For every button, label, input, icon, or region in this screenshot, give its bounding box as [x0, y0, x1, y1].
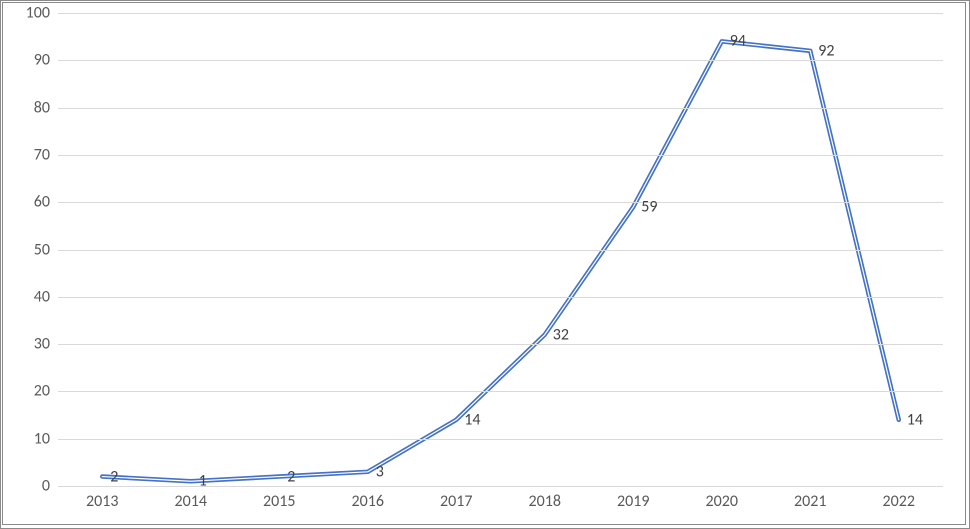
gridline	[58, 297, 943, 298]
data-label: 14	[907, 410, 923, 429]
y-tick-label: 50	[34, 240, 58, 259]
x-tick-label: 2021	[794, 486, 826, 511]
data-label: 92	[818, 41, 834, 60]
x-tick-label: 2017	[440, 486, 472, 511]
y-tick-label: 30	[34, 335, 58, 354]
y-tick-label: 10	[34, 429, 58, 448]
data-label: 14	[464, 410, 480, 429]
data-label: 1	[199, 472, 207, 491]
chart-inner-border: BIA-ALCL DIAGNOSIS 010203040506070809010…	[2, 2, 966, 525]
y-tick-label: 40	[34, 287, 58, 306]
y-tick-label: 90	[34, 51, 58, 70]
gridline	[58, 391, 943, 392]
data-label: 32	[553, 325, 569, 344]
y-tick-label: 100	[26, 4, 58, 23]
x-tick-label: 2015	[263, 486, 295, 511]
x-tick-label: 2013	[86, 486, 118, 511]
gridline	[58, 344, 943, 345]
y-tick-label: 70	[34, 145, 58, 164]
y-tick-label: 20	[34, 382, 58, 401]
gridline	[58, 13, 943, 14]
gridline	[58, 250, 943, 251]
data-label: 2	[287, 467, 295, 486]
gridline	[58, 60, 943, 61]
plot-area: 0102030405060708090100201320142015201620…	[58, 13, 943, 486]
x-tick-label: 2019	[617, 486, 649, 511]
gridline	[58, 155, 943, 156]
data-label: 2	[110, 467, 118, 486]
gridline	[58, 439, 943, 440]
data-label: 94	[730, 32, 746, 51]
y-tick-label: 80	[34, 98, 58, 117]
gridline	[58, 202, 943, 203]
x-tick-label: 2018	[529, 486, 561, 511]
data-label: 3	[376, 462, 384, 481]
x-tick-label: 2016	[352, 486, 384, 511]
gridline	[58, 108, 943, 109]
y-tick-label: 60	[34, 193, 58, 212]
y-tick-label: 0	[42, 477, 58, 496]
x-tick-label: 2022	[883, 486, 915, 511]
chart-container: BIA-ALCL DIAGNOSIS 010203040506070809010…	[0, 0, 970, 529]
data-label: 59	[641, 197, 657, 216]
x-tick-label: 2020	[706, 486, 738, 511]
